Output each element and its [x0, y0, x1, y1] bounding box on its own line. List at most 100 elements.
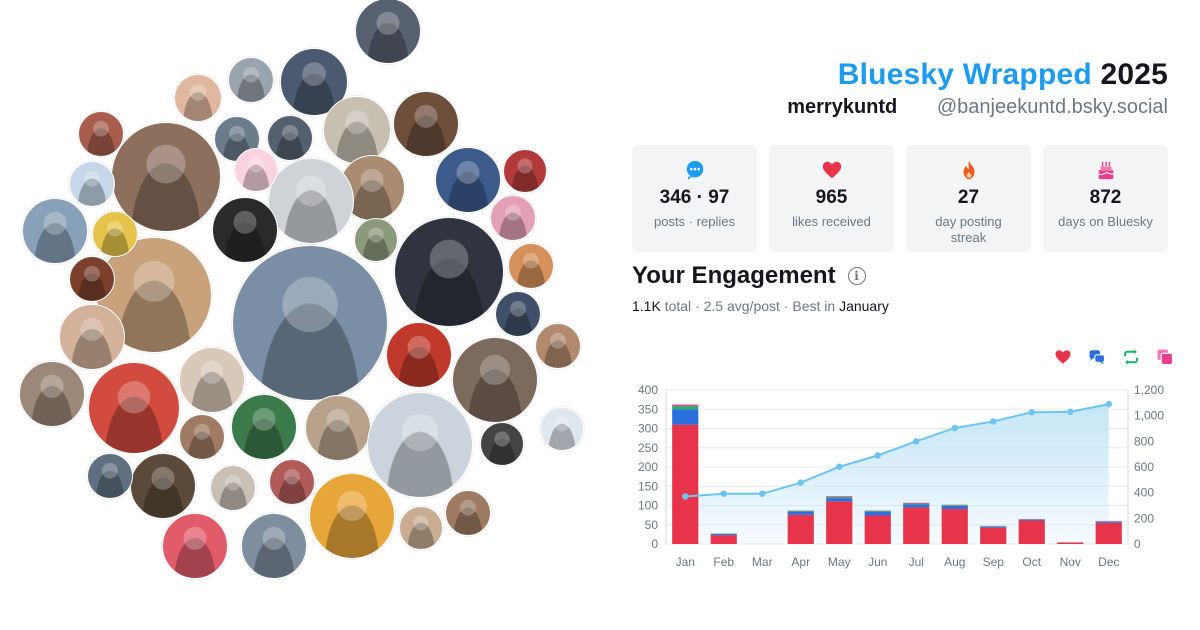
y-tick-label: 350	[638, 402, 658, 416]
engagement-chart: 0 50 100 150 200 250 300 350 400 0 200 400 600 800 1,0…	[638, 383, 1164, 569]
avatar[interactable]	[268, 158, 354, 244]
avatar[interactable]	[386, 322, 452, 388]
avatar[interactable]	[535, 323, 581, 369]
reply-icon	[1089, 350, 1106, 365]
avatar[interactable]	[394, 217, 504, 327]
avatar[interactable]	[267, 115, 313, 161]
cumulative-line	[685, 403, 1109, 498]
avatar[interactable]	[367, 392, 473, 498]
engagement-best-month: January	[839, 298, 889, 314]
cumulative-point	[1028, 409, 1035, 416]
legend-quotes-toggle[interactable]	[1156, 348, 1174, 366]
y-tick-label: 50	[645, 518, 659, 532]
bar-reposts	[672, 406, 699, 410]
y2-tick-label: 1,200	[1134, 383, 1164, 397]
y-tick-label: 300	[638, 422, 658, 436]
engagement-total: 1.1K	[632, 298, 661, 314]
avatar[interactable]	[452, 337, 538, 423]
bar-replies	[903, 504, 930, 508]
avatar[interactable]	[305, 395, 371, 461]
bar-quotes	[672, 404, 699, 407]
bar-likes	[980, 527, 1007, 544]
x-tick-label: Jan	[676, 555, 695, 569]
avatar[interactable]	[490, 195, 536, 241]
bar-replies	[864, 511, 891, 516]
stat-days-label: days on Bluesky	[1058, 214, 1153, 229]
avatar[interactable]	[69, 161, 115, 207]
avatar[interactable]	[212, 197, 278, 263]
stat-days-value: 872	[1089, 187, 1122, 208]
cumulative-point	[682, 493, 689, 500]
avatar[interactable]	[22, 198, 88, 264]
bar-quotes	[826, 496, 853, 498]
bar-likes	[903, 507, 930, 544]
legend-likes-toggle[interactable]	[1054, 348, 1072, 366]
stat-posts-card: 346 · 97 posts · replies	[632, 145, 757, 252]
avatar[interactable]	[354, 218, 398, 262]
avatar[interactable]	[162, 513, 228, 579]
cumulative-point	[990, 418, 997, 425]
avatar[interactable]	[269, 459, 315, 505]
cumulative-point	[1105, 400, 1112, 408]
y-tick-label: 0	[651, 537, 658, 551]
page-title: Bluesky Wrapped 2025	[838, 58, 1168, 92]
avatar[interactable]	[88, 362, 180, 454]
avatar[interactable]	[445, 490, 491, 536]
bar-replies	[980, 526, 1007, 528]
avatar[interactable]	[241, 513, 307, 579]
avatar[interactable]	[540, 407, 584, 451]
bar-replies	[941, 505, 968, 509]
engagement-best-prefix: Best in	[792, 298, 836, 314]
y-tick-label: 200	[638, 460, 658, 474]
bar-likes	[1095, 522, 1122, 544]
avatar[interactable]	[69, 256, 115, 302]
legend-replies-toggle[interactable]	[1088, 348, 1106, 366]
avatar[interactable]	[480, 422, 524, 466]
avatar[interactable]	[508, 243, 554, 289]
avatar[interactable]	[59, 304, 125, 370]
cumulative-point	[951, 424, 958, 432]
avatar[interactable]	[174, 74, 222, 122]
avatar[interactable]	[78, 111, 124, 157]
cumulative-point	[836, 463, 843, 470]
avatar[interactable]	[503, 149, 547, 193]
bar-likes	[710, 535, 737, 544]
avatar[interactable]	[228, 57, 274, 103]
cumulative-point	[797, 479, 804, 486]
bar-replies	[1018, 519, 1045, 521]
x-tick-label: Oct	[1022, 555, 1041, 569]
avatar[interactable]	[111, 122, 221, 232]
quote-icon	[1157, 349, 1174, 366]
engagement-summary: 1.1K total · 2.5 avg/post · Best in Janu…	[632, 298, 889, 314]
avatar[interactable]	[309, 473, 395, 559]
avatar-cloud	[19, 0, 584, 579]
avatar[interactable]	[130, 453, 196, 519]
avatar[interactable]	[179, 414, 225, 460]
bar-replies	[672, 409, 699, 425]
bar-reposts	[787, 510, 814, 512]
cumulative-point	[1067, 408, 1074, 416]
avatar[interactable]	[92, 211, 138, 257]
avatar[interactable]	[435, 147, 501, 213]
avatar[interactable]	[234, 148, 278, 192]
avatar[interactable]	[210, 465, 256, 511]
avatar[interactable]	[87, 453, 133, 499]
avatar[interactable]	[393, 91, 459, 157]
avatar[interactable]	[495, 291, 541, 337]
legend-reposts-toggle[interactable]	[1122, 348, 1140, 366]
avatar[interactable]	[232, 245, 388, 401]
separator: ·	[695, 298, 700, 314]
bar-likes	[672, 424, 699, 544]
bar-reposts	[903, 503, 930, 505]
cumulative-point	[759, 490, 766, 497]
brand-title: Bluesky Wrapped	[837, 58, 1092, 91]
bar-replies	[1095, 521, 1122, 523]
avatar[interactable]	[355, 0, 421, 64]
avatar[interactable]	[19, 361, 85, 427]
avatar[interactable]	[323, 96, 391, 164]
avatar[interactable]	[231, 394, 297, 460]
info-icon[interactable]: i	[847, 267, 866, 285]
avatar[interactable]	[179, 347, 245, 413]
bar-replies	[826, 498, 853, 502]
avatar[interactable]	[399, 506, 443, 550]
